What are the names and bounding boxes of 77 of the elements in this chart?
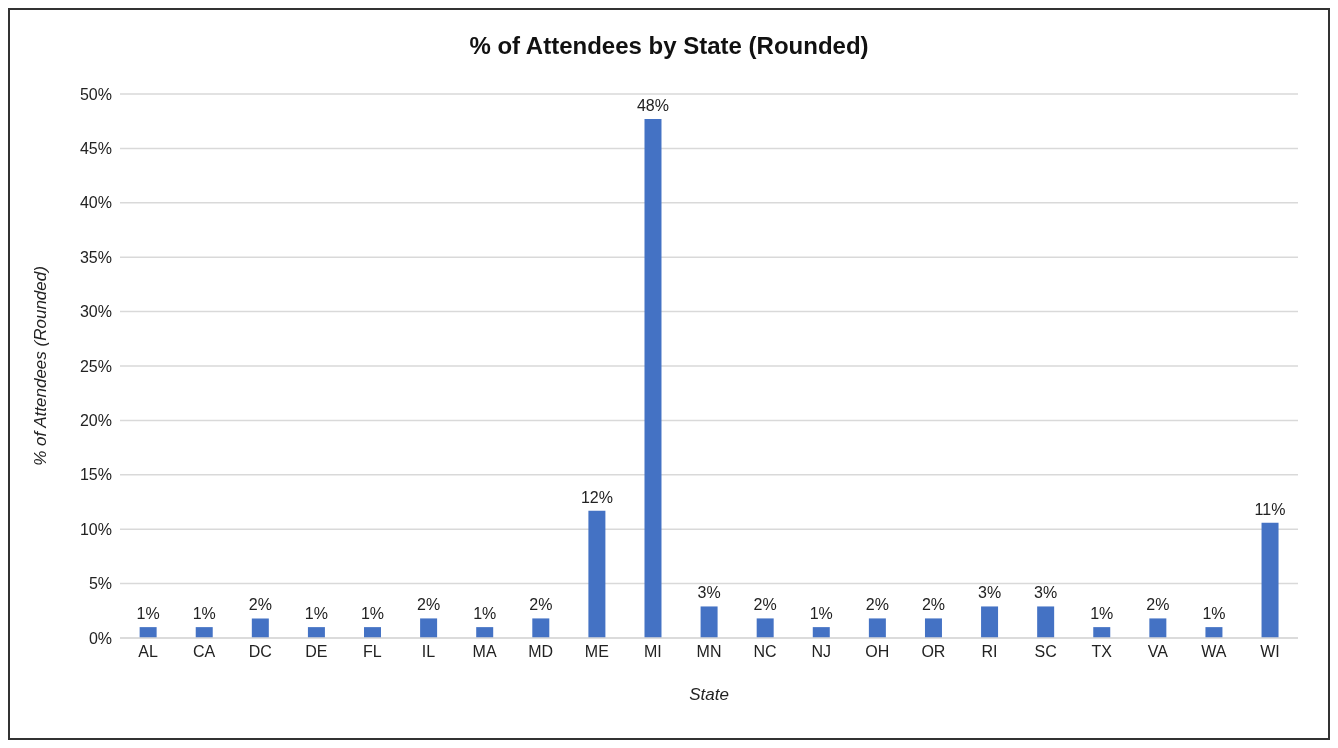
data-label: 1% (473, 605, 497, 623)
x-tick-label: VA (1147, 643, 1169, 661)
data-label: 2% (865, 596, 889, 614)
bar (812, 627, 830, 638)
x-tick-label: RI (981, 643, 998, 661)
bar (644, 119, 662, 638)
data-label: 3% (697, 584, 721, 602)
x-tick-label: WA (1201, 643, 1227, 661)
data-label: 1% (809, 605, 833, 623)
data-label: 3% (978, 584, 1002, 602)
x-tick-label: WI (1260, 643, 1280, 661)
x-tick-label: TX (1091, 643, 1113, 661)
bar (981, 606, 999, 638)
x-tick-label: DE (305, 643, 328, 661)
y-tick-label: 25% (79, 357, 112, 375)
data-label: 1% (1202, 605, 1226, 623)
data-label: 3% (1034, 584, 1058, 602)
data-label: 2% (921, 596, 946, 614)
y-tick-label: 10% (79, 520, 112, 538)
bar (924, 618, 942, 638)
bar (139, 627, 157, 638)
y-tick-label: 45% (79, 140, 112, 158)
data-label: 48% (636, 97, 670, 115)
x-tick-label: OR (921, 643, 946, 661)
y-tick-label: 35% (79, 248, 112, 266)
data-label: 1% (360, 605, 385, 623)
bar (476, 627, 494, 638)
data-label: 1% (136, 605, 160, 623)
data-label: 2% (248, 596, 272, 614)
x-tick-label: CA (193, 643, 216, 661)
x-tick-label: FL (363, 643, 382, 661)
bar (1037, 606, 1055, 638)
bar (700, 606, 718, 638)
y-tick-label: 40% (79, 194, 112, 212)
x-tick-label: IL (421, 643, 436, 661)
y-axis-title: % of Attendees (Rounded) (31, 266, 51, 466)
bar (307, 627, 325, 638)
data-label: 11% (1254, 500, 1286, 518)
bar (1205, 627, 1223, 638)
x-axis-title: State (689, 685, 729, 704)
data-label: 2% (417, 596, 441, 614)
x-tick-label: OH (865, 643, 890, 661)
y-tick-label: 15% (79, 466, 112, 484)
bar (588, 510, 606, 638)
data-label: 2% (753, 596, 777, 614)
data-label: 1% (192, 605, 216, 623)
y-tick-label: 0% (88, 629, 112, 647)
x-tick-label: MN (696, 643, 722, 661)
x-tick-label: MD (528, 643, 554, 661)
bar (251, 618, 269, 638)
bar (364, 627, 382, 638)
x-tick-label: NC (753, 643, 777, 661)
y-tick-label: 30% (79, 303, 112, 321)
x-tick-label: MA (472, 643, 497, 661)
x-tick-label: DC (248, 643, 272, 661)
bar (1149, 618, 1167, 638)
bar (1093, 627, 1111, 638)
data-label: 2% (529, 596, 553, 614)
data-label: 2% (1146, 596, 1170, 614)
x-tick-label: SC (1034, 643, 1057, 661)
data-label: 12% (580, 488, 613, 506)
data-label: 1% (1090, 605, 1114, 623)
y-tick-label: 50% (79, 85, 112, 103)
x-tick-label: NJ (811, 643, 831, 661)
data-label: 1% (304, 605, 328, 623)
bar (756, 618, 774, 638)
bar (420, 618, 438, 638)
bar (1261, 522, 1279, 638)
bar (195, 627, 213, 638)
x-tick-label: AL (138, 643, 158, 661)
bar (868, 618, 886, 638)
x-tick-label: MI (644, 643, 662, 661)
y-tick-label: 20% (79, 412, 112, 430)
y-tick-label: 5% (88, 575, 112, 593)
x-tick-label: ME (584, 643, 609, 661)
bar (532, 618, 550, 638)
chart-title: % of Attendees by State (Rounded) (468, 32, 870, 60)
